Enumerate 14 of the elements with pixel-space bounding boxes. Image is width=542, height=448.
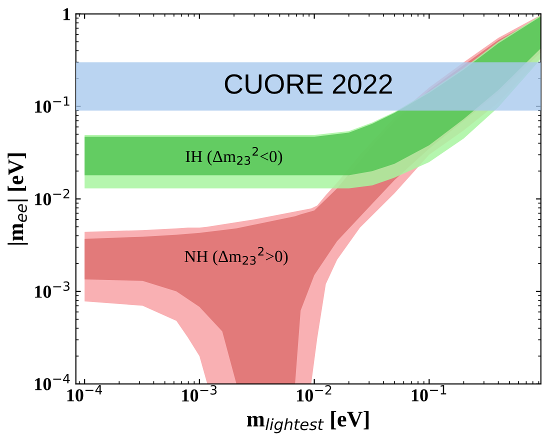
y-tick-label: 10$^{−2}$ — [35, 188, 70, 206]
y-tick-label: 10$^{−4}$ — [35, 374, 70, 390]
y-axis-title: |m$_{ee}$| [eV] — [8, 153, 28, 245]
x-tick-label: 10$^{−4}$ — [67, 385, 102, 402]
annotation: NH (Δm$_{23}$$^{2}$>0) — [184, 246, 288, 266]
annotation: IH (Δm$_{23}$$^{2}$<0) — [186, 146, 282, 166]
y-tick-label: 10$^{−3}$ — [35, 281, 70, 298]
y-tick-label: 1 — [63, 8, 70, 20]
x-tick-label: 10$^{−3}$ — [182, 385, 217, 402]
y-tick-label: 10$^{−1}$ — [35, 96, 70, 113]
band-label: CUORE 2022 — [224, 74, 392, 94]
x-tick-label: 10$^{−2}$ — [297, 385, 332, 402]
x-tick-label: 10$^{−1}$ — [412, 385, 446, 402]
x-axis-title: m$_{lightest}$ [eV] — [246, 410, 369, 434]
